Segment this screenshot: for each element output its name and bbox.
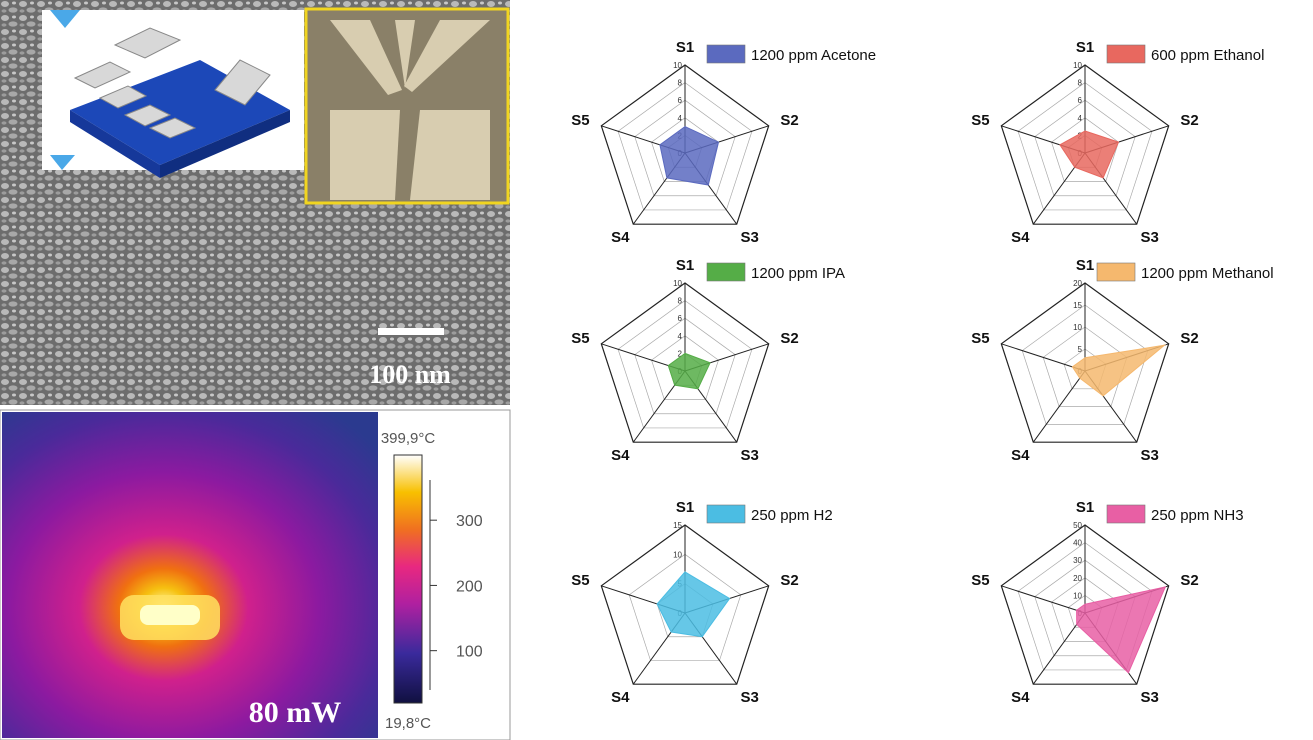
axis-label: S2 <box>780 572 798 589</box>
r-tick-label: 10 <box>673 279 682 288</box>
axis-label: S2 <box>1180 112 1198 129</box>
legend-label: 250 ppm NH3 <box>1151 507 1244 524</box>
axis-label: S1 <box>1076 257 1094 274</box>
legend-swatch <box>707 45 745 63</box>
axis-label: S1 <box>676 257 694 274</box>
scale-label: 100 nm <box>369 360 451 389</box>
axis-label: S1 <box>676 499 694 516</box>
axis-label: S1 <box>676 39 694 56</box>
r-tick-label: 5 <box>1078 345 1083 354</box>
legend-swatch <box>1107 45 1145 63</box>
axis-label: S4 <box>611 447 630 464</box>
radar-area <box>1060 131 1119 178</box>
legend-swatch <box>1097 263 1135 281</box>
axis-label: S3 <box>740 229 758 246</box>
axis-label: S1 <box>1076 39 1094 56</box>
r-tick-label: 6 <box>1078 96 1083 105</box>
axis-label: S5 <box>971 330 989 347</box>
axis-label: S4 <box>1011 689 1030 706</box>
axis-label: S2 <box>780 112 798 129</box>
axis-label: S5 <box>571 112 589 129</box>
r-tick-label: 10 <box>673 61 682 70</box>
axis-label: S5 <box>971 112 989 129</box>
r-tick-label: 15 <box>1073 301 1082 310</box>
r-tick-label: 20 <box>1073 279 1082 288</box>
r-tick-label: 10 <box>1073 61 1082 70</box>
r-tick-label: 6 <box>678 314 683 323</box>
axis-label: S3 <box>740 447 758 464</box>
axis-label: S4 <box>1011 447 1030 464</box>
axis-label: S3 <box>1140 447 1158 464</box>
axis-label: S4 <box>611 229 630 246</box>
legend-swatch <box>1107 505 1145 523</box>
r-tick-label: 4 <box>678 114 683 123</box>
colorbar-max: 399,9°C <box>381 430 436 447</box>
r-tick-label: 50 <box>1073 521 1082 530</box>
thermal-image <box>2 412 378 738</box>
hotspot-core <box>140 605 200 625</box>
axis-label: S2 <box>1180 330 1198 347</box>
radar-area <box>1072 345 1164 396</box>
colorbar-tick-label: 200 <box>456 578 483 595</box>
power-label: 80 mW <box>249 696 342 729</box>
radar-area <box>657 572 730 637</box>
legend-label: 1200 ppm Acetone <box>751 47 876 64</box>
r-tick-label: 10 <box>1073 591 1082 600</box>
figure: 100 nm 80 mW 399,9°C19,8°C100200300 0246… <box>0 0 1313 740</box>
axis-label: S3 <box>1140 689 1158 706</box>
radar-area <box>668 353 710 388</box>
legend-swatch <box>707 505 745 523</box>
r-tick-label: 4 <box>1078 114 1083 123</box>
legend-label: 250 ppm H2 <box>751 507 833 524</box>
colorbar <box>394 455 422 703</box>
radar-area <box>1077 587 1166 673</box>
legend-label: 600 ppm Ethanol <box>1151 47 1264 64</box>
scale-bar <box>378 328 444 335</box>
axis-label: S5 <box>971 572 989 589</box>
axis-label: S4 <box>1011 229 1030 246</box>
r-tick-label: 8 <box>678 297 683 306</box>
radar-charts: 0246810S1S2S3S4S51200 ppm Acetone0246810… <box>571 39 1273 706</box>
colorbar-tick-label: 100 <box>456 644 483 661</box>
axis-label: S2 <box>1180 572 1198 589</box>
axis-label: S5 <box>571 330 589 347</box>
r-tick-label: 40 <box>1073 539 1082 548</box>
axis-label: S3 <box>740 689 758 706</box>
legend-label: 1200 ppm Methanol <box>1141 265 1274 282</box>
axis-label: S2 <box>780 330 798 347</box>
r-tick-label: 10 <box>1073 323 1082 332</box>
colorbar-tick-label: 300 <box>456 513 483 530</box>
legend-swatch <box>707 263 745 281</box>
colorbar-min: 19,8°C <box>385 715 431 732</box>
r-tick-label: 8 <box>1078 79 1083 88</box>
r-tick-label: 4 <box>678 332 683 341</box>
r-tick-label: 8 <box>678 79 683 88</box>
r-tick-label: 10 <box>673 550 682 559</box>
axis-label: S3 <box>1140 229 1158 246</box>
r-tick-label: 20 <box>1073 574 1082 583</box>
r-tick-label: 6 <box>678 96 683 105</box>
r-tick-label: 30 <box>1073 556 1082 565</box>
axis-label: S4 <box>611 689 630 706</box>
axis-label: S1 <box>1076 499 1094 516</box>
legend-label: 1200 ppm IPA <box>751 265 845 282</box>
r-tick-label: 15 <box>673 521 682 530</box>
axis-label: S5 <box>571 572 589 589</box>
